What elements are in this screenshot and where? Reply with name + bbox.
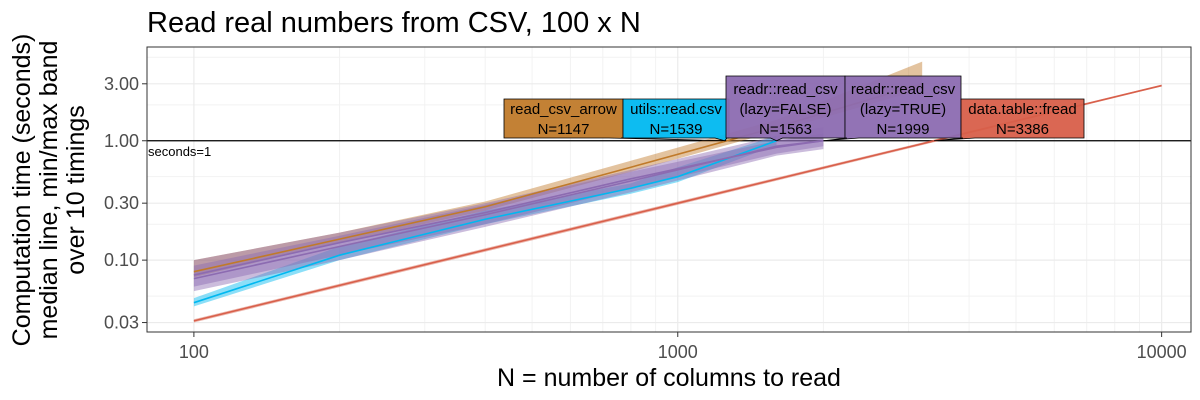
- median-line-series-2: [193, 139, 824, 280]
- label-text-series-4-line-0: data.table::fread: [968, 101, 1076, 118]
- chart-title: Read real numbers from CSV, 100 x N: [147, 7, 641, 39]
- reference-line-group: seconds=1: [147, 140, 1191, 159]
- y-tick-label: 1.00: [104, 131, 139, 151]
- label-text-series-2-line-0: readr::read_csv: [733, 81, 838, 98]
- label-text-series-1-line-1: N=1539: [650, 121, 703, 138]
- plot-panel-border: [146, 46, 1192, 333]
- label-text-series-3-line-2: N=1999: [877, 121, 930, 138]
- x-axis-title: N = number of columns to read: [497, 364, 841, 392]
- label-box-series-3: [823, 75, 962, 142]
- band-series-1: [193, 135, 777, 307]
- label-box-series-4: [934, 98, 1085, 142]
- y-tick-label: 3.00: [104, 74, 139, 94]
- y-axis-title-line-3: over 10 timings: [62, 105, 90, 275]
- label-text-series-0-line-1: N=1147: [538, 121, 590, 138]
- x-axis-ticks: 100 1000 10000: [179, 332, 1187, 362]
- x-tick-label: 100: [179, 342, 209, 362]
- x-tick-label: 10000: [1137, 342, 1187, 362]
- y-tick-label: 0.10: [104, 250, 139, 270]
- reference-line-label: seconds=1: [148, 144, 211, 159]
- label-text-series-1-line-0: utils::read.csv: [630, 101, 722, 118]
- y-tick-label: 0.03: [104, 313, 139, 333]
- median-line-series-1: [193, 139, 777, 304]
- label-text-series-3-line-1: (lazy=TRUE): [860, 101, 946, 118]
- label-text-series-2-line-2: N=1563: [759, 121, 812, 138]
- y-axis-ticks: 0.03 0.10 0.30 1.00 3.00: [104, 74, 147, 333]
- label-text-series-2-line-1: (lazy=FALSE): [739, 101, 831, 118]
- y-axis-title-line-1: Computation time (seconds): [8, 34, 36, 347]
- y-axis-title-line-2: median line, min/max band: [35, 41, 63, 340]
- label-text-series-3-line-0: readr::read_csv: [851, 81, 956, 98]
- label-text-series-0-line-0: read_csv_arrow: [510, 101, 617, 118]
- x-tick-label: 1000: [658, 342, 698, 362]
- median-line-series-3: [193, 139, 824, 276]
- y-tick-label: 0.30: [104, 193, 139, 213]
- label-text-series-4-line-1: N=3386: [996, 121, 1049, 138]
